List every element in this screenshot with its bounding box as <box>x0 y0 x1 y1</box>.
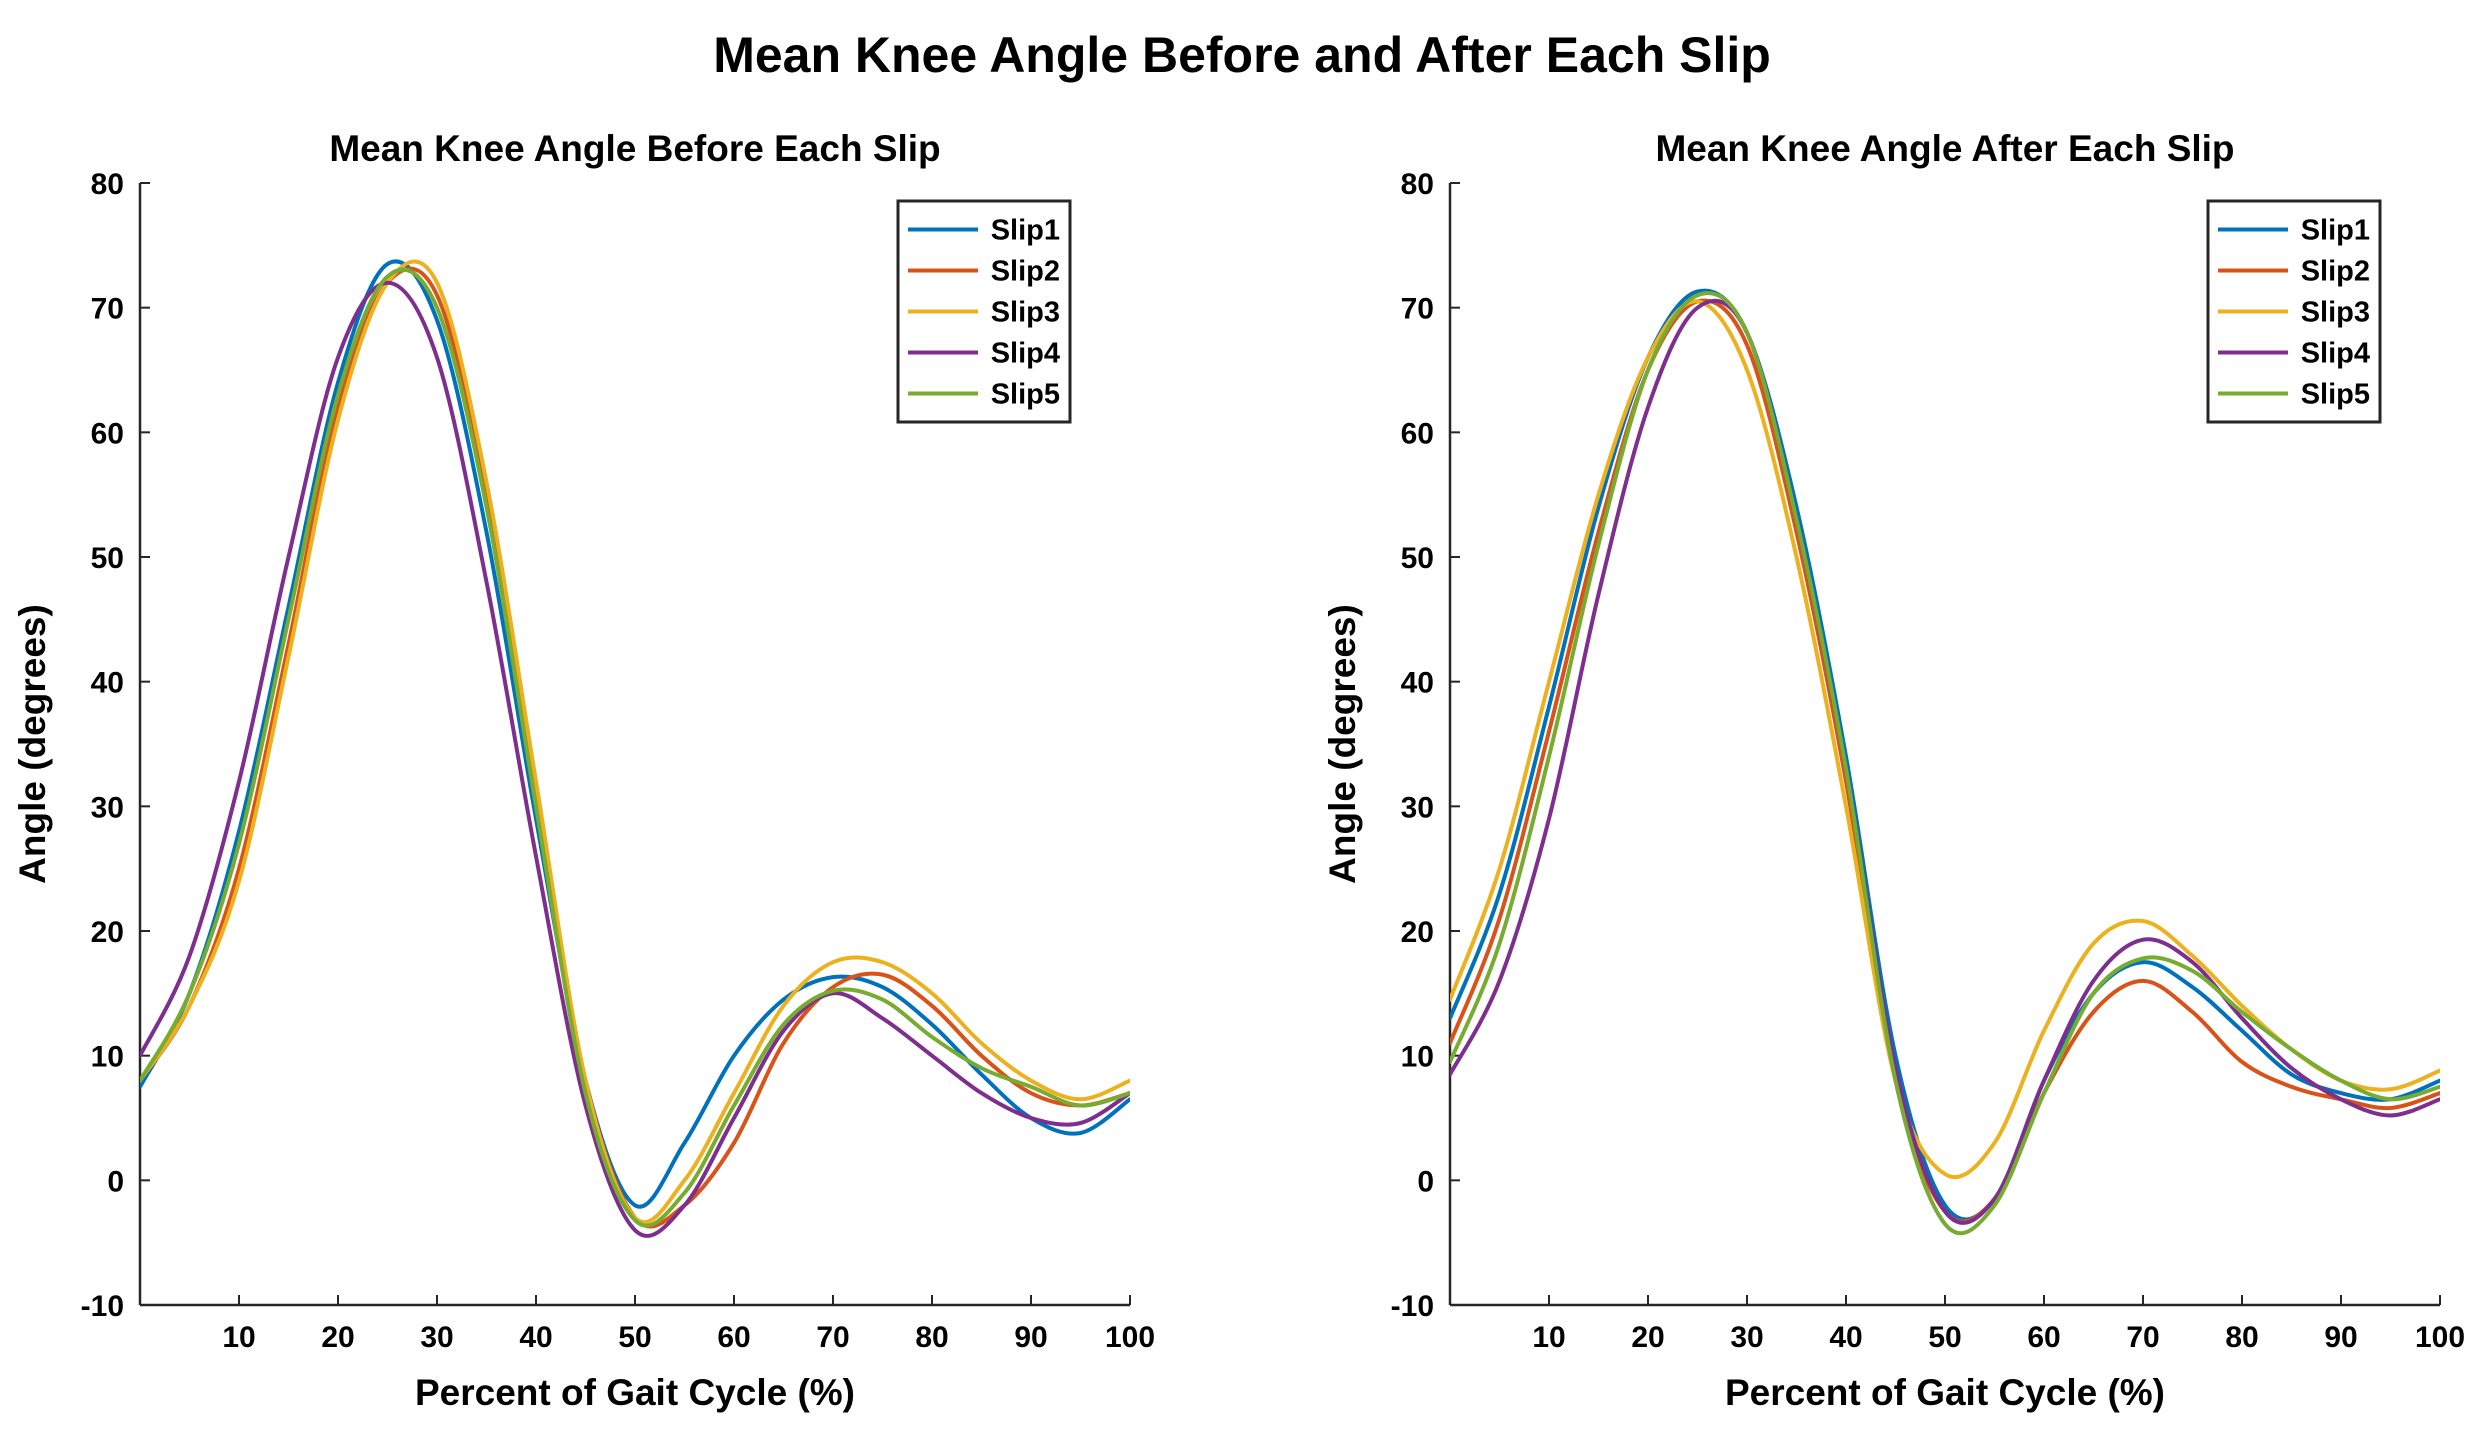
legend-label: Slip5 <box>991 379 1060 411</box>
x-tick-label: 60 <box>717 1321 750 1354</box>
series-line-slip4 <box>1450 298 2440 1225</box>
y-tick-label: 50 <box>1401 542 1434 575</box>
x-tick-label: 100 <box>2415 1321 2465 1354</box>
chart-title: Mean Knee Angle Before Each Slip <box>329 128 940 169</box>
x-tick-label: 80 <box>915 1321 948 1354</box>
x-tick-label: 10 <box>222 1321 255 1354</box>
series-line-slip5 <box>140 267 1130 1228</box>
after-slip-chart: Mean Knee Angle After Each Slip 10 20 30 40 5… <box>1322 128 2465 1413</box>
y-tick-label: 10 <box>91 1041 124 1074</box>
y-tick-label: 60 <box>91 417 124 450</box>
x-tick-label: 50 <box>1928 1321 1961 1354</box>
legend-label: Slip4 <box>2301 338 2370 370</box>
y-tick-label: 30 <box>91 791 124 824</box>
legend-label: Slip2 <box>991 256 1060 288</box>
x-tick-label: 20 <box>1631 1321 1664 1354</box>
x-tick-label: 70 <box>816 1321 849 1354</box>
y-tick-label: 0 <box>1417 1165 1434 1198</box>
y-tick-label: 80 <box>91 168 124 201</box>
legend: Slip1 Slip2 Slip3 Slip4 Slip5 <box>2206 199 2382 424</box>
series-line-slip2 <box>1450 298 2440 1224</box>
legend-label: Slip1 <box>2301 215 2370 247</box>
legend-label: Slip4 <box>991 338 1060 370</box>
y-tick-label: 20 <box>1401 916 1434 949</box>
x-tick-label: 100 <box>1105 1321 1155 1354</box>
x-axis-label: Percent of Gait Cycle (%) <box>415 1372 855 1413</box>
legend-label: Slip5 <box>2301 379 2370 411</box>
x-tick-label: 80 <box>2225 1321 2258 1354</box>
y-tick-label: 30 <box>1401 791 1434 824</box>
x-tick-label: 30 <box>1730 1321 1763 1354</box>
figure-title: Mean Knee Angle Before and After Each Sl… <box>713 27 1771 83</box>
x-tick-label: 20 <box>321 1321 354 1354</box>
y-axis-label: Angle (degrees) <box>1322 604 1363 884</box>
x-tick-label: 90 <box>2324 1321 2357 1354</box>
y-tick-label: 20 <box>91 916 124 949</box>
series-line-slip3 <box>140 259 1130 1225</box>
x-tick-label: 40 <box>519 1321 552 1354</box>
y-tick-label: 40 <box>1401 667 1434 700</box>
y-tick-label: -10 <box>1391 1290 1434 1323</box>
y-tick-label: 70 <box>1401 293 1434 326</box>
y-tick-label: 0 <box>107 1165 124 1198</box>
chart-title: Mean Knee Angle After Each Slip <box>1655 128 2234 169</box>
x-tick-label: 90 <box>1014 1321 1047 1354</box>
x-tick-label: 60 <box>2027 1321 2060 1354</box>
x-tick-label: 10 <box>1532 1321 1565 1354</box>
x-tick-label: 70 <box>2126 1321 2159 1354</box>
x-tick-label: 50 <box>618 1321 651 1354</box>
series-line-slip3 <box>1450 299 2440 1180</box>
x-tick-label: 40 <box>1829 1321 1862 1354</box>
legend: Slip1 Slip2 Slip3 Slip4 Slip5 <box>896 199 1072 424</box>
y-axis-label: Angle (degrees) <box>12 604 53 884</box>
x-axis-label: Percent of Gait Cycle (%) <box>1725 1372 2165 1413</box>
y-tick-label: 40 <box>91 667 124 700</box>
before-slip-chart: Mean Knee Angle Before Each Slip 10 20 30 40… <box>12 128 1155 1413</box>
y-tick-label: 60 <box>1401 417 1434 450</box>
legend-label: Slip1 <box>991 215 1060 247</box>
y-tick-label: -10 <box>81 1290 124 1323</box>
legend-label: Slip3 <box>991 297 1060 329</box>
x-tick-label: 30 <box>420 1321 453 1354</box>
series-lines <box>1450 288 2440 1236</box>
y-tick-label: 50 <box>91 542 124 575</box>
y-tick-label: 10 <box>1401 1041 1434 1074</box>
series-line-slip1 <box>1450 288 2440 1222</box>
series-line-slip4 <box>140 280 1130 1238</box>
legend-label: Slip2 <box>2301 256 2370 288</box>
y-tick-label: 80 <box>1401 168 1434 201</box>
series-lines <box>140 259 1130 1238</box>
series-line-slip5 <box>1450 291 2440 1236</box>
legend-label: Slip3 <box>2301 297 2370 329</box>
y-tick-label: 70 <box>91 293 124 326</box>
